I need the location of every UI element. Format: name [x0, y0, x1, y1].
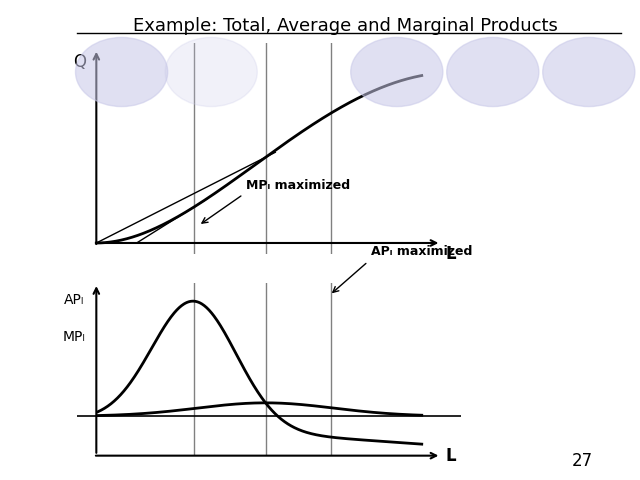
Circle shape [165, 37, 257, 107]
Text: L: L [445, 447, 456, 465]
Circle shape [351, 37, 443, 107]
Text: APₗ maximized: APₗ maximized [371, 245, 472, 258]
Circle shape [76, 37, 168, 107]
Text: MPₗ maximized: MPₗ maximized [246, 179, 351, 192]
Text: APₗ: APₗ [63, 293, 84, 307]
Text: Q: Q [74, 53, 86, 71]
Circle shape [543, 37, 635, 107]
Text: L: L [445, 245, 456, 264]
Circle shape [447, 37, 539, 107]
Text: MPₗ: MPₗ [62, 330, 85, 344]
Text: Example: Total, Average and Marginal Products: Example: Total, Average and Marginal Pro… [133, 17, 558, 35]
Text: 27: 27 [572, 452, 593, 470]
